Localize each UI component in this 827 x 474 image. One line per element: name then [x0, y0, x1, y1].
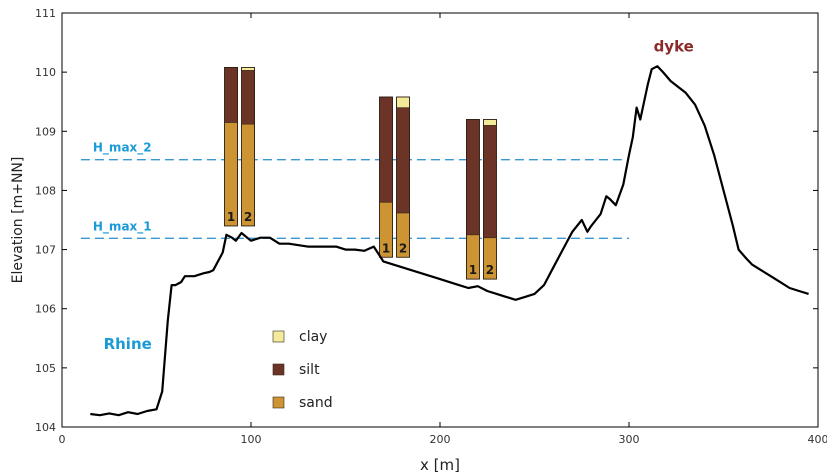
core-outline	[396, 96, 410, 258]
annotation-rhine: Rhine	[104, 335, 152, 353]
sediment-cores: 1 21 21 2	[224, 67, 497, 280]
core-layer-silt	[379, 96, 393, 203]
core-layer-clay	[241, 67, 255, 71]
core-label: 2	[399, 241, 407, 255]
core-layer-clay	[483, 119, 497, 126]
annotations: dyke Rhine	[104, 37, 694, 352]
elevation-profile-line	[90, 65, 809, 417]
y-tick-label: 105	[35, 362, 56, 375]
sediment-core: 2	[483, 119, 497, 280]
y-tick-label: 111	[35, 7, 56, 20]
y-axis-label: Elevation [m+NN]	[10, 157, 26, 284]
sediment-core: 1	[466, 119, 480, 280]
reference-line-label: H_max_1	[93, 219, 152, 234]
legend-label-silt: silt	[299, 362, 320, 378]
core-outline	[483, 119, 497, 280]
x-tick-label: 100	[241, 433, 262, 446]
x-axis-ticks: 0 100 200 300 400	[59, 13, 827, 446]
core-layer-silt	[466, 119, 480, 236]
legend-label-clay: clay	[299, 329, 327, 345]
y-tick-label: 110	[35, 66, 56, 79]
core-label: 1	[382, 241, 390, 255]
core-outline	[466, 119, 480, 280]
sediment-core: 1	[224, 67, 238, 227]
x-tick-label: 400	[808, 433, 827, 446]
legend-swatch-silt	[272, 363, 285, 376]
core-label: 1	[469, 263, 477, 277]
y-tick-label: 109	[35, 125, 56, 138]
sediment-core: 1	[379, 96, 393, 258]
core-label: 2	[244, 210, 252, 224]
core-outline	[379, 96, 393, 258]
core-label: 2	[486, 263, 494, 277]
core-layer-clay	[396, 96, 410, 108]
core-layer-silt	[483, 125, 497, 239]
core-label: 1	[227, 210, 235, 224]
sediment-core: 2	[396, 96, 410, 258]
legend: clay silt sand	[272, 329, 333, 411]
y-tick-label: 104	[35, 421, 56, 434]
plot-frame	[61, 12, 819, 428]
legend-swatch-clay	[272, 330, 285, 343]
x-tick-label: 0	[59, 433, 66, 446]
x-tick-label: 200	[430, 433, 451, 446]
core-outline	[224, 67, 238, 227]
legend-label-sand: sand	[299, 395, 333, 411]
reference-lines: H_max_2 H_max_1	[80, 141, 629, 240]
x-axis-label: x [m]	[420, 456, 460, 474]
core-outline	[241, 67, 255, 227]
y-tick-label: 108	[35, 184, 56, 197]
annotation-dyke: dyke	[654, 37, 694, 55]
y-tick-label: 107	[35, 244, 56, 257]
core-layer-silt	[241, 70, 255, 125]
legend-swatch-sand	[272, 396, 285, 409]
core-layer-silt	[396, 107, 410, 214]
core-layer-silt	[224, 67, 238, 123]
y-tick-label: 106	[35, 303, 56, 316]
x-tick-label: 300	[619, 433, 640, 446]
reference-line-label: H_max_2	[93, 141, 152, 156]
sediment-core: 2	[241, 67, 255, 227]
